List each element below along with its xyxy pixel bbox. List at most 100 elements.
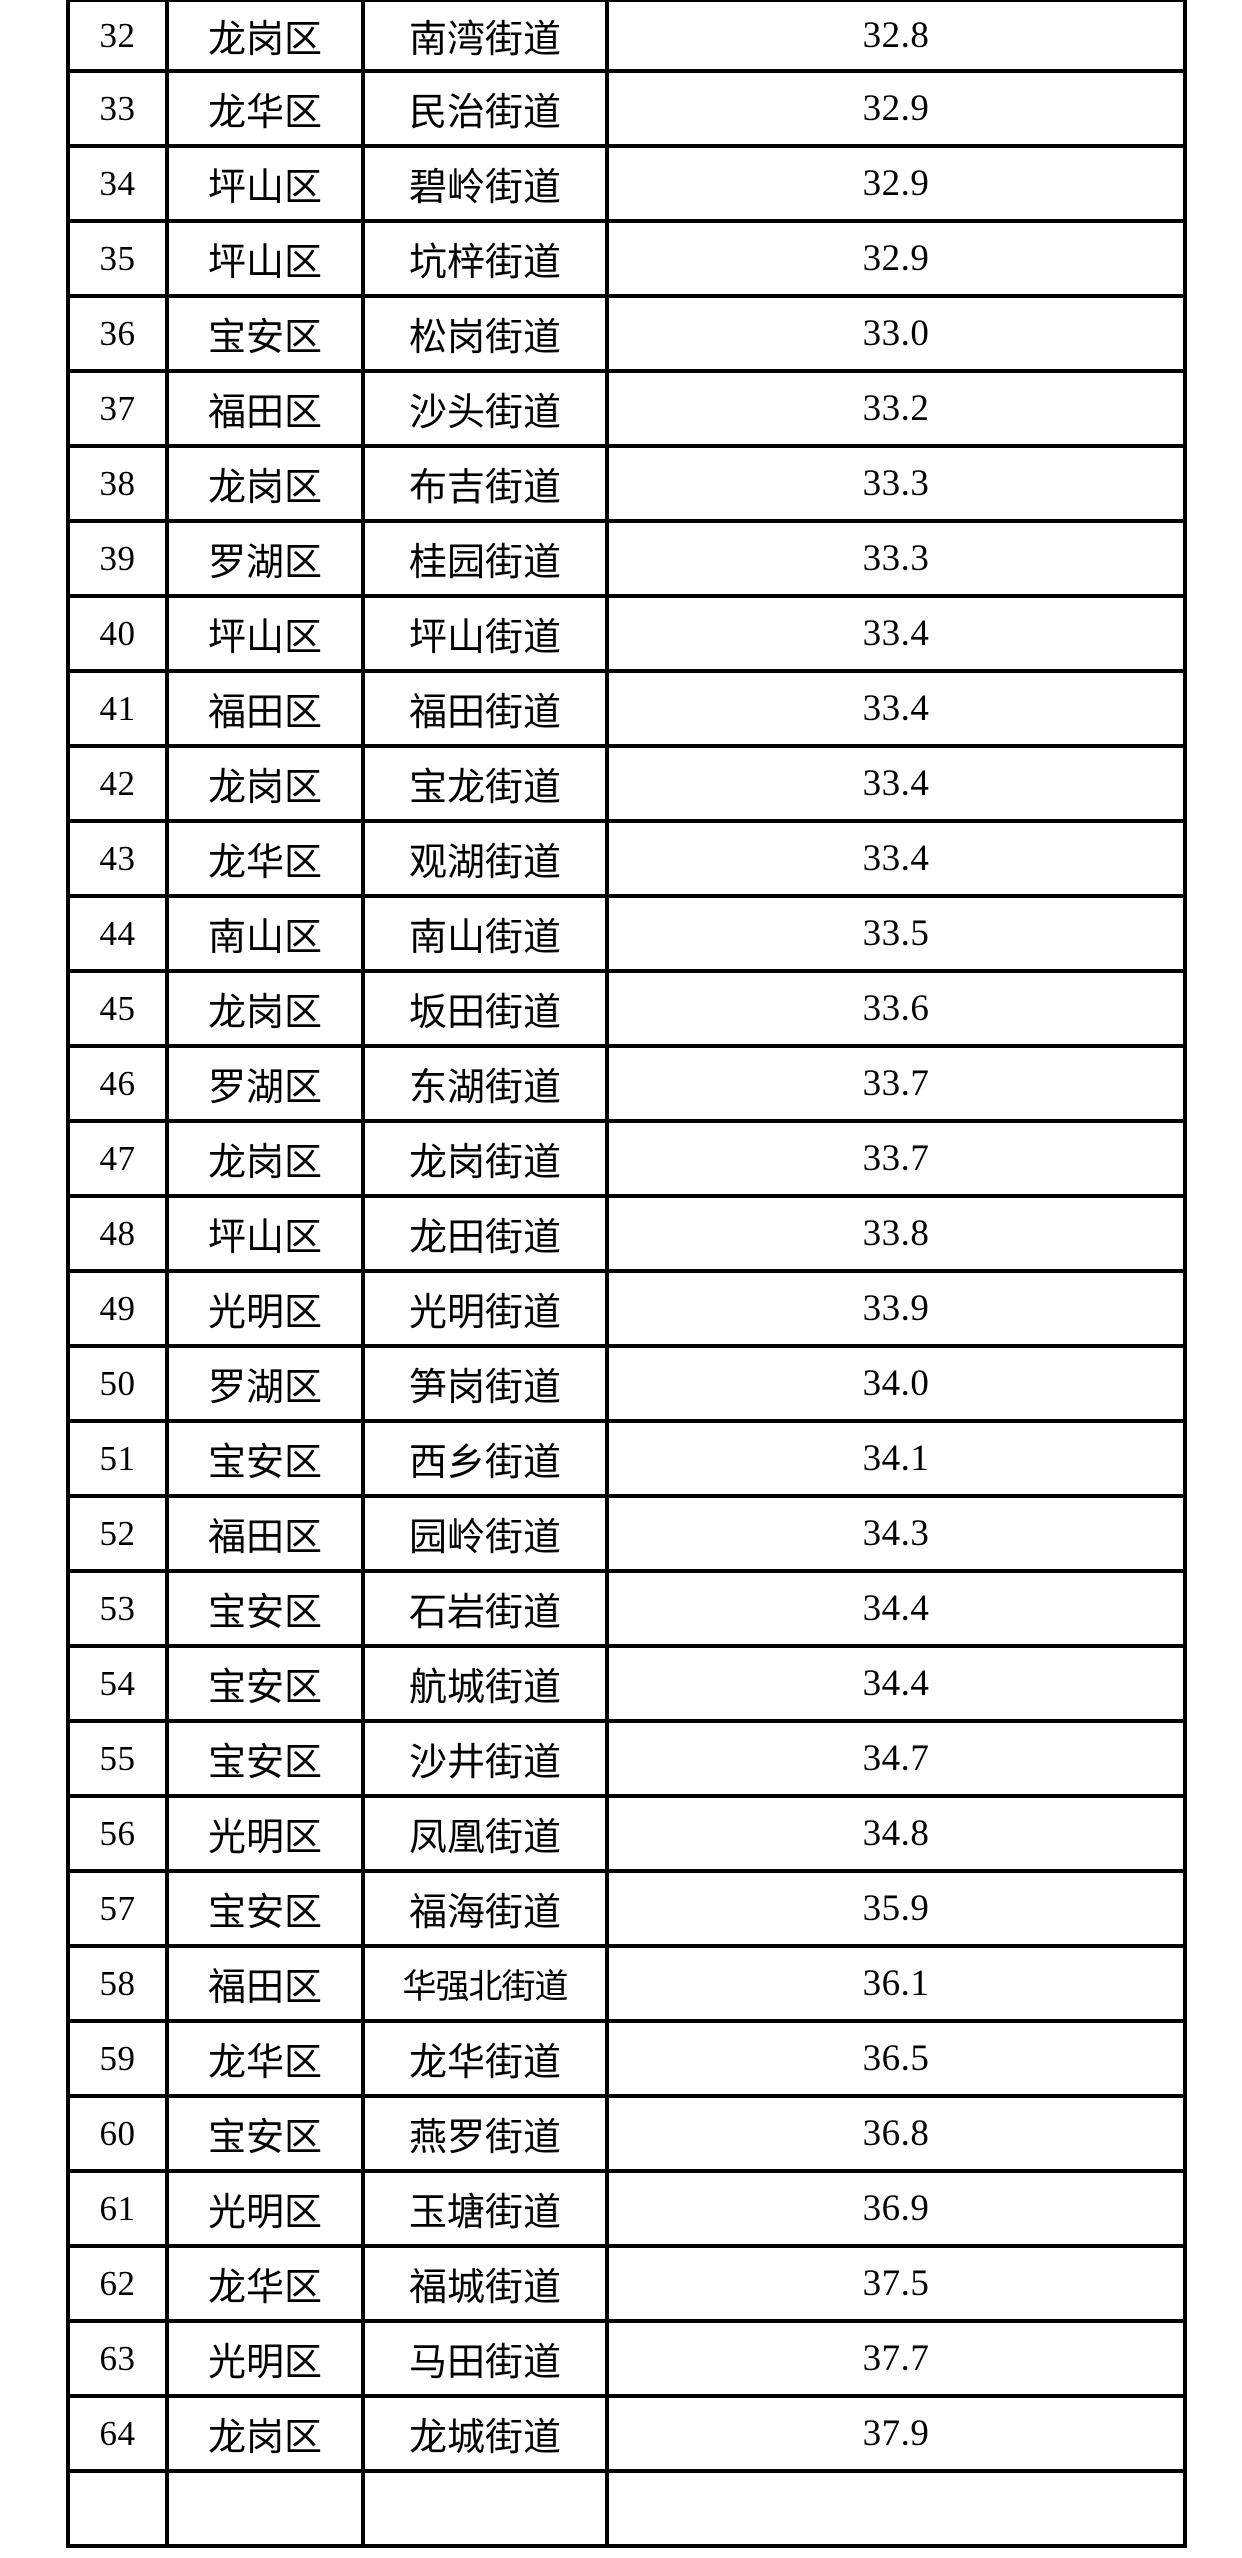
- cell-district[interactable]: 龙岗区: [169, 448, 365, 523]
- cell-row-index[interactable]: 35: [66, 223, 169, 298]
- cell-row-index[interactable]: 48: [66, 1198, 169, 1273]
- table-row[interactable]: 61 光明区 玉塘街道 36.9: [66, 2173, 1187, 2248]
- cell-row-index[interactable]: 57: [66, 1873, 169, 1948]
- cell-row-index[interactable]: 37: [66, 373, 169, 448]
- cell-district[interactable]: 龙华区: [169, 2023, 365, 2098]
- cell-row-index[interactable]: 49: [66, 1273, 169, 1348]
- cell-district[interactable]: 宝安区: [169, 1873, 365, 1948]
- cell-value[interactable]: 36.5: [609, 2023, 1187, 2098]
- cell-street[interactable]: 园岭街道: [365, 1498, 609, 1573]
- cell-value[interactable]: 34.3: [609, 1498, 1187, 1573]
- cell-value[interactable]: 33.3: [609, 448, 1187, 523]
- cell-value[interactable]: 32.9: [609, 73, 1187, 148]
- cell-row-index[interactable]: 63: [66, 2323, 169, 2398]
- cell-district[interactable]: [169, 2473, 365, 2548]
- cell-row-index[interactable]: 45: [66, 973, 169, 1048]
- cell-value[interactable]: 33.6: [609, 973, 1187, 1048]
- cell-district[interactable]: 光明区: [169, 2173, 365, 2248]
- table-row[interactable]: 50 罗湖区 笋岗街道 34.0: [66, 1348, 1187, 1423]
- cell-value[interactable]: 33.4: [609, 598, 1187, 673]
- cell-value[interactable]: 32.8: [609, 0, 1187, 73]
- cell-row-index[interactable]: 52: [66, 1498, 169, 1573]
- cell-row-index[interactable]: 46: [66, 1048, 169, 1123]
- cell-street[interactable]: 桂园街道: [365, 523, 609, 598]
- cell-district[interactable]: 南山区: [169, 898, 365, 973]
- cell-row-index[interactable]: 33: [66, 73, 169, 148]
- cell-district[interactable]: 罗湖区: [169, 1348, 365, 1423]
- cell-row-index[interactable]: 38: [66, 448, 169, 523]
- cell-row-index[interactable]: 40: [66, 598, 169, 673]
- cell-value[interactable]: 32.9: [609, 223, 1187, 298]
- cell-district[interactable]: 宝安区: [169, 1423, 365, 1498]
- cell-row-index[interactable]: 58: [66, 1948, 169, 2023]
- cell-district[interactable]: 宝安区: [169, 298, 365, 373]
- cell-row-index[interactable]: 54: [66, 1648, 169, 1723]
- cell-row-index[interactable]: 59: [66, 2023, 169, 2098]
- table-row[interactable]: 53 宝安区 石岩街道 34.4: [66, 1573, 1187, 1648]
- cell-district[interactable]: 福田区: [169, 1498, 365, 1573]
- table-row[interactable]: 32 龙岗区 南湾街道 32.8: [66, 0, 1187, 73]
- cell-district[interactable]: 宝安区: [169, 1648, 365, 1723]
- cell-street[interactable]: 龙华街道: [365, 2023, 609, 2098]
- table-row[interactable]: 54 宝安区 航城街道 34.4: [66, 1648, 1187, 1723]
- table-row[interactable]: 36 宝安区 松岗街道 33.0: [66, 298, 1187, 373]
- cell-district[interactable]: 坪山区: [169, 148, 365, 223]
- cell-row-index[interactable]: 39: [66, 523, 169, 598]
- cell-street[interactable]: 福田街道: [365, 673, 609, 748]
- cell-street[interactable]: 凤凰街道: [365, 1798, 609, 1873]
- cell-value[interactable]: 33.5: [609, 898, 1187, 973]
- cell-value[interactable]: 34.4: [609, 1648, 1187, 1723]
- cell-district[interactable]: 龙岗区: [169, 973, 365, 1048]
- cell-value[interactable]: 32.9: [609, 148, 1187, 223]
- cell-row-index[interactable]: 47: [66, 1123, 169, 1198]
- cell-value[interactable]: 33.4: [609, 823, 1187, 898]
- cell-street[interactable]: 宝龙街道: [365, 748, 609, 823]
- cell-street[interactable]: 光明街道: [365, 1273, 609, 1348]
- cell-district[interactable]: 福田区: [169, 673, 365, 748]
- table-row[interactable]: 34 坪山区 碧岭街道 32.9: [66, 148, 1187, 223]
- table-row[interactable]: 59 龙华区 龙华街道 36.5: [66, 2023, 1187, 2098]
- cell-value[interactable]: 33.7: [609, 1048, 1187, 1123]
- table-row[interactable]: 58 福田区 华强北街道 36.1: [66, 1948, 1187, 2023]
- table-row[interactable]: 63 光明区 马田街道 37.7: [66, 2323, 1187, 2398]
- cell-row-index[interactable]: [66, 2473, 169, 2548]
- cell-street[interactable]: 南山街道: [365, 898, 609, 973]
- cell-street[interactable]: 福城街道: [365, 2248, 609, 2323]
- table-row[interactable]: 62 龙华区 福城街道 37.5: [66, 2248, 1187, 2323]
- cell-row-index[interactable]: 60: [66, 2098, 169, 2173]
- cell-value[interactable]: 33.9: [609, 1273, 1187, 1348]
- cell-district[interactable]: 光明区: [169, 1273, 365, 1348]
- cell-district[interactable]: 龙华区: [169, 823, 365, 898]
- cell-street[interactable]: 布吉街道: [365, 448, 609, 523]
- cell-district[interactable]: 龙岗区: [169, 1123, 365, 1198]
- cell-district[interactable]: 罗湖区: [169, 523, 365, 598]
- cell-street[interactable]: 西乡街道: [365, 1423, 609, 1498]
- table-row[interactable]: 48 坪山区 龙田街道 33.8: [66, 1198, 1187, 1273]
- cell-street[interactable]: 观湖街道: [365, 823, 609, 898]
- cell-district[interactable]: 宝安区: [169, 1573, 365, 1648]
- cell-street[interactable]: 笋岗街道: [365, 1348, 609, 1423]
- table-row[interactable]: 38 龙岗区 布吉街道 33.3: [66, 448, 1187, 523]
- table-row[interactable]: 43 龙华区 观湖街道 33.4: [66, 823, 1187, 898]
- cell-district[interactable]: 坪山区: [169, 1198, 365, 1273]
- cell-row-index[interactable]: 51: [66, 1423, 169, 1498]
- table-row[interactable]: 60 宝安区 燕罗街道 36.8: [66, 2098, 1187, 2173]
- cell-value[interactable]: 33.0: [609, 298, 1187, 373]
- cell-row-index[interactable]: 50: [66, 1348, 169, 1423]
- table-row[interactable]: 40 坪山区 坪山街道 33.4: [66, 598, 1187, 673]
- cell-value[interactable]: 34.7: [609, 1723, 1187, 1798]
- table-row[interactable]: [66, 2473, 1187, 2548]
- cell-row-index[interactable]: 34: [66, 148, 169, 223]
- cell-district[interactable]: 光明区: [169, 1798, 365, 1873]
- cell-district[interactable]: 龙华区: [169, 2248, 365, 2323]
- cell-street[interactable]: 玉塘街道: [365, 2173, 609, 2248]
- cell-value[interactable]: [609, 2473, 1187, 2548]
- cell-value[interactable]: 33.8: [609, 1198, 1187, 1273]
- cell-district[interactable]: 坪山区: [169, 223, 365, 298]
- cell-street[interactable]: 坂田街道: [365, 973, 609, 1048]
- cell-street[interactable]: 民治街道: [365, 73, 609, 148]
- cell-row-index[interactable]: 43: [66, 823, 169, 898]
- cell-value[interactable]: 36.1: [609, 1948, 1187, 2023]
- cell-district[interactable]: 福田区: [169, 1948, 365, 2023]
- cell-row-index[interactable]: 41: [66, 673, 169, 748]
